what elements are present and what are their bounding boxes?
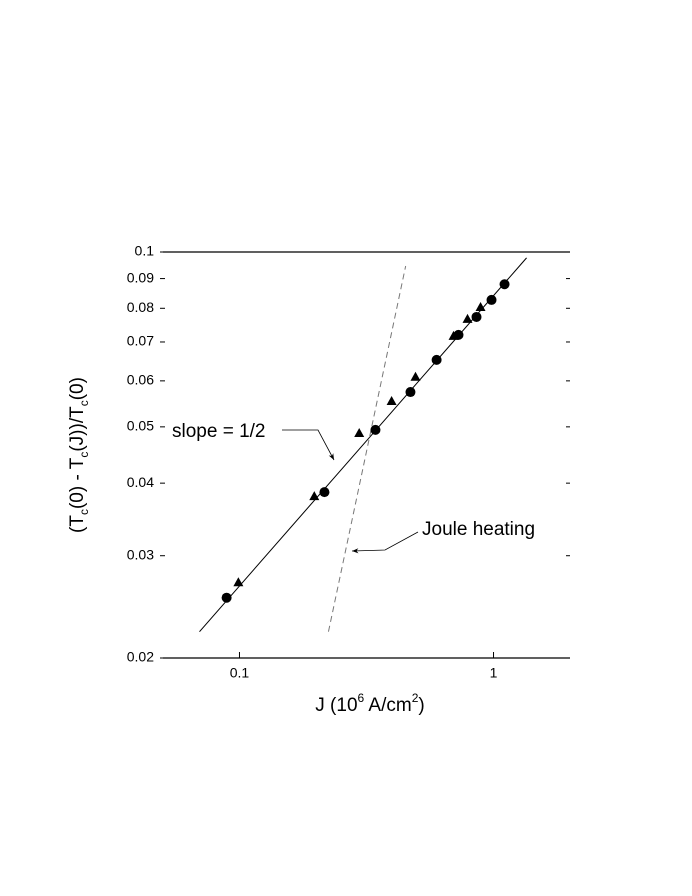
point: [410, 371, 421, 381]
y-tick-label: 0.1: [135, 243, 155, 259]
annotation-arrow: [351, 531, 419, 554]
y-tick-label: 0.06: [127, 372, 154, 388]
annotation: Joule heating: [422, 519, 535, 540]
point: [319, 487, 330, 498]
label-part: A/cm: [364, 695, 412, 716]
y-tick-label: 0.05: [127, 418, 154, 434]
fit-line: [327, 265, 407, 632]
y-axis-label: (Tc(0) - Tc(J))/Tc(0): [67, 377, 91, 533]
label-part: (0) - T: [67, 457, 88, 509]
y-tick-label: 0.09: [127, 269, 154, 285]
label-part: ): [418, 695, 424, 716]
y-tick-label: 0.02: [127, 649, 154, 665]
annotation-arrow: [282, 429, 335, 461]
y-tick-label: 0.04: [127, 474, 154, 490]
label-part: (T: [67, 515, 88, 533]
label-part: J (10: [315, 695, 357, 716]
point: [370, 424, 381, 435]
label-part: (J))/T: [67, 406, 88, 452]
label-part: 6: [358, 691, 365, 705]
point: [499, 279, 510, 290]
point: [431, 354, 442, 365]
point: [486, 294, 497, 305]
y-tick-label: 0.08: [127, 299, 154, 315]
x-tick-label: 1: [490, 665, 498, 681]
label-part: (0): [67, 377, 88, 400]
y-tick-label: 0.07: [127, 333, 154, 349]
y-tick-label: 0.03: [127, 546, 154, 562]
label-part: c: [77, 452, 91, 458]
annotation: slope = 1/2: [172, 421, 266, 442]
label-part: c: [77, 509, 91, 515]
point: [405, 387, 416, 398]
point: [386, 395, 397, 405]
point: [462, 313, 473, 323]
fit-line: [199, 257, 527, 633]
point: [309, 491, 320, 501]
x-axis-label: J (106 A/cm2): [315, 691, 424, 716]
point: [354, 427, 365, 437]
point: [233, 577, 244, 587]
point: [471, 311, 482, 322]
point: [448, 330, 459, 340]
point: [221, 592, 232, 603]
label-part: 2: [412, 691, 419, 705]
x-tick-label: 0.1: [230, 665, 250, 681]
point: [475, 302, 486, 312]
label-part: c: [77, 400, 91, 406]
